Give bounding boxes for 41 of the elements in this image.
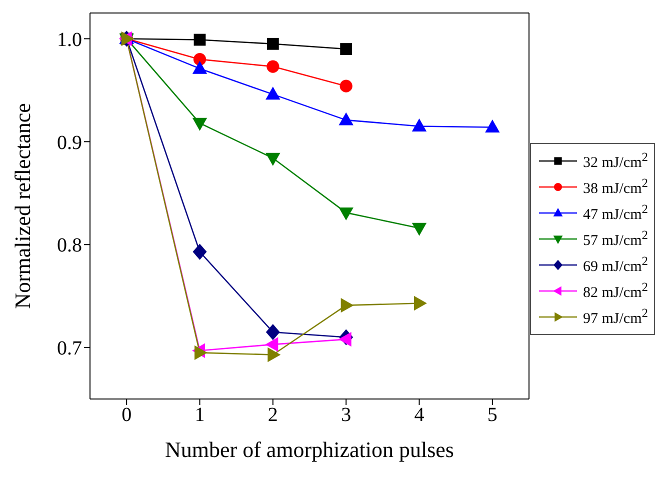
- point: [266, 324, 280, 340]
- point: [266, 60, 280, 73]
- point: [266, 152, 280, 166]
- point: [340, 43, 352, 55]
- point: [194, 345, 208, 360]
- point: [340, 80, 352, 92]
- x-tick-label: 2: [268, 404, 278, 426]
- legend-label: 82 mJ/cm$^{2}$: [583, 280, 648, 302]
- x-axis-title: Number of amorphization pulses: [165, 437, 454, 462]
- point: [192, 60, 208, 74]
- x-tick-label: 3: [341, 404, 352, 426]
- legend-label: 32 mJ/cm$^{2}$: [583, 150, 648, 172]
- legend-label: 38 mJ/cm$^{2}$: [583, 176, 648, 198]
- legend-label: 57 mJ/cm$^{2}$: [583, 228, 648, 250]
- point: [412, 222, 427, 236]
- legend-label: 69 mJ/cm$^{2}$: [583, 254, 648, 276]
- y-tick-label: 0.8: [57, 234, 82, 257]
- point: [268, 347, 281, 362]
- point: [192, 118, 208, 131]
- y-axis-title: Normalized reflectance: [10, 103, 35, 309]
- point: [266, 86, 280, 100]
- x-tick-label: 4: [414, 404, 424, 426]
- point: [265, 337, 278, 352]
- point: [338, 112, 354, 126]
- y-tick-label: 0.7: [57, 338, 82, 360]
- x-tick-label: 0: [122, 404, 132, 426]
- point: [338, 332, 352, 347]
- x-tick-label: 1: [194, 404, 205, 426]
- point: [340, 298, 354, 313]
- point: [338, 207, 354, 220]
- legend-label: 97 mJ/cm$^{2}$: [583, 306, 648, 328]
- y-tick-label: 1.0: [57, 28, 82, 51]
- point: [414, 296, 427, 311]
- x-tick-label: 5: [487, 404, 498, 426]
- point: [194, 34, 206, 46]
- point: [412, 118, 427, 132]
- legend-label: 47 mJ/cm$^{2}$: [583, 202, 648, 224]
- point: [485, 120, 500, 133]
- point: [192, 244, 207, 260]
- point: [266, 38, 279, 50]
- y-tick-label: 0.9: [57, 132, 82, 154]
